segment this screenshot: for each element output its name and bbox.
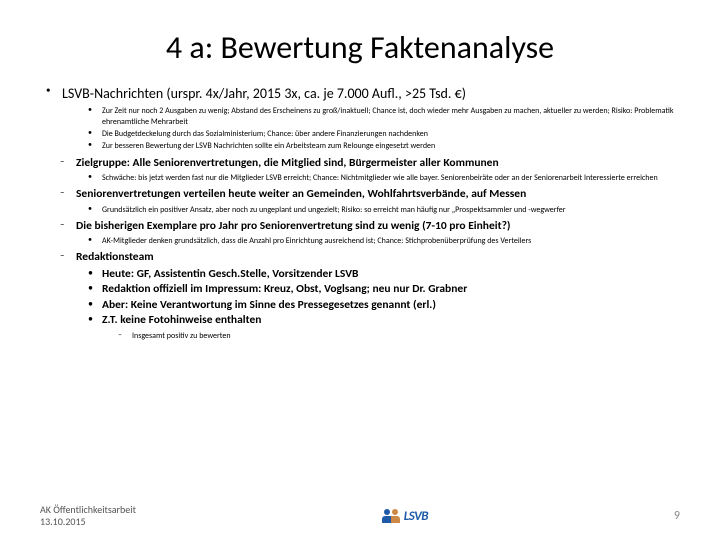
section-heading-text: Zielgruppe: Alle Seniorenvertretungen, d… bbox=[76, 156, 499, 170]
section-heading: Die bisherigen Exemplare pro Jahr pro Se… bbox=[60, 219, 680, 233]
section-heading: Zielgruppe: Alle Seniorenvertretungen, d… bbox=[60, 156, 680, 170]
people-icon bbox=[382, 509, 400, 523]
list-item: Heute: GF, Assistentin Gesch.Stelle, Vor… bbox=[88, 267, 680, 281]
list-item: Z.T. keine Fotohinweise enthalten bbox=[88, 313, 680, 327]
list-item: Zur besseren Bewertung der LSVB Nachrich… bbox=[88, 140, 680, 151]
bullet-text: Z.T. keine Fotohinweise enthalten bbox=[102, 313, 261, 327]
note-text: Insgesamt positiv zu bewerten bbox=[132, 331, 231, 341]
footer-date: 13.10.2015 bbox=[40, 516, 136, 528]
footer-left: AK Öffentlichkeitsarbeit 13.10.2015 bbox=[40, 504, 136, 528]
section-heading: Seniorenvertretungen verteilen heute wei… bbox=[60, 187, 680, 201]
bullet-text: Zur besseren Bewertung der LSVB Nachrich… bbox=[102, 141, 435, 151]
bullet-text: Schwäche: bis jetzt werden fast nur die … bbox=[102, 173, 658, 183]
list-item: Zur Zeit nur noch 2 Ausgaben zu wenig; A… bbox=[88, 105, 680, 128]
footer: AK Öffentlichkeitsarbeit 13.10.2015 LSVB… bbox=[0, 504, 720, 528]
list-item: Schwäche: bis jetzt werden fast nur die … bbox=[88, 172, 680, 183]
list-item: Grundsätzlich ein positiver Ansatz, aber… bbox=[88, 204, 680, 215]
bullet-text: Redaktion offiziell im Impressum: Kreuz,… bbox=[102, 282, 467, 296]
slide-title: 4 a: Bewertung Faktenanalyse bbox=[40, 28, 680, 67]
slide-content: LSVB-Nachrichten (urspr. 4x/Jahr, 2015 3… bbox=[40, 85, 680, 342]
note-item: Insgesamt positiv zu bewerten bbox=[118, 330, 680, 341]
redaktion-heading: Redaktionsteam bbox=[60, 250, 680, 264]
main-heading-item: LSVB-Nachrichten (urspr. 4x/Jahr, 2015 3… bbox=[40, 85, 680, 103]
bullet-text: Die Budgetdeckelung durch das Sozialmini… bbox=[102, 129, 428, 139]
bullet-text: Aber: Keine Verantwortung im Sinne des P… bbox=[102, 298, 436, 312]
bullet-text: Heute: GF, Assistentin Gesch.Stelle, Vor… bbox=[102, 267, 358, 281]
list-item: Die Budgetdeckelung durch das Sozialmini… bbox=[88, 128, 680, 139]
lsvb-logo: LSVB bbox=[382, 509, 428, 524]
section-heading-text: Seniorenvertretungen verteilen heute wei… bbox=[76, 187, 526, 201]
logo-text: LSVB bbox=[404, 509, 428, 524]
slide: 4 a: Bewertung Faktenanalyse LSVB-Nachri… bbox=[0, 0, 720, 540]
list-item: Aber: Keine Verantwortung im Sinne des P… bbox=[88, 298, 680, 312]
bullet-text: Grundsätzlich ein positiver Ansatz, aber… bbox=[102, 205, 566, 215]
page-number: 9 bbox=[674, 509, 680, 523]
bullet-text: AK-Mitglieder denken grundsätzlich, dass… bbox=[102, 236, 531, 246]
section-heading-text: Redaktionsteam bbox=[76, 250, 154, 264]
main-heading-text: LSVB-Nachrichten (urspr. 4x/Jahr, 2015 3… bbox=[62, 85, 466, 102]
section-heading-text: Die bisherigen Exemplare pro Jahr pro Se… bbox=[76, 219, 510, 233]
list-item: AK-Mitglieder denken grundsätzlich, dass… bbox=[88, 235, 680, 246]
list-item: Redaktion offiziell im Impressum: Kreuz,… bbox=[88, 282, 680, 296]
bullet-text: Zur Zeit nur noch 2 Ausgaben zu wenig; A… bbox=[102, 106, 673, 127]
